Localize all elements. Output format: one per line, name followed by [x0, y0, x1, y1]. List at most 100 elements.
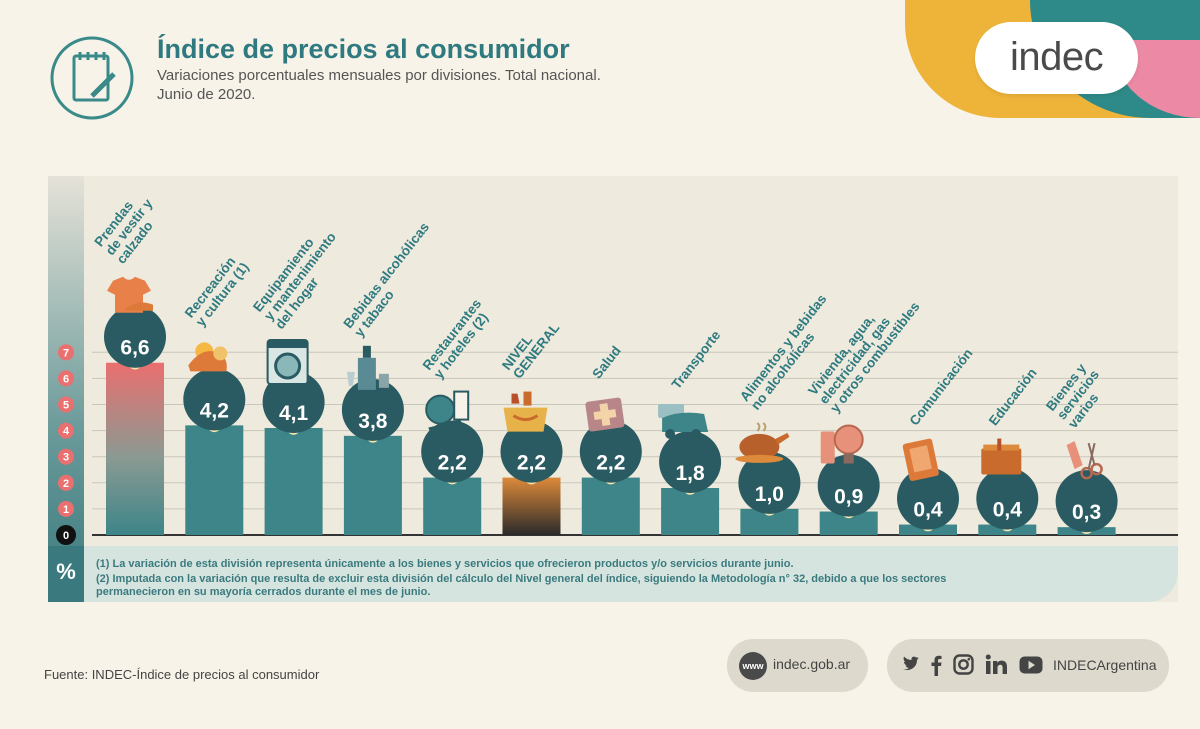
machine-door: [274, 352, 302, 380]
cross-h: [593, 409, 617, 421]
percent-unit-label: %: [48, 546, 84, 602]
scissors-ring: [1090, 462, 1103, 476]
bar: [264, 427, 323, 535]
linkedin-icon[interactable]: [985, 654, 1009, 675]
value-bubble: [817, 454, 880, 517]
tshirt-icon: [107, 276, 153, 313]
steam-shape: [756, 422, 767, 432]
page-title: Índice de precios al consumidor: [157, 34, 570, 64]
category-label: Comunicación: [907, 346, 976, 429]
website-link[interactable]: www indec.gob.ar: [727, 639, 868, 692]
hat-shape: [213, 346, 228, 361]
social-handle: INDECArgentina: [1053, 657, 1157, 673]
category-label-line: Bebidas alcohólicas: [340, 220, 432, 332]
value-bubble: [659, 431, 722, 494]
bar: [661, 488, 720, 535]
book-cover: [981, 448, 1022, 475]
category-label: Recreacióny cultura (1): [182, 251, 252, 329]
shoe-shape: [125, 302, 153, 311]
value-bubble: [341, 378, 404, 441]
bar: [106, 362, 164, 535]
y-tick-dot: [58, 500, 74, 517]
y-tick-dot: [58, 474, 74, 491]
value-bubble: [976, 467, 1039, 530]
bulb-icon: [820, 424, 864, 464]
y-tick-label: 7: [63, 347, 69, 359]
category-label: NIVELGENERAL: [499, 312, 562, 382]
instagram-icon[interactable]: [953, 654, 974, 675]
glass-shape: [346, 371, 355, 386]
y-tick-label: 2: [63, 478, 69, 490]
pipe-shape: [820, 431, 835, 464]
indec-logo: indec: [975, 22, 1138, 94]
value-label: 0,4: [913, 499, 943, 522]
category-label-line: Comunicación: [907, 346, 976, 429]
bar: [502, 477, 561, 535]
facebook-icon[interactable]: [929, 654, 943, 676]
bar: [343, 435, 402, 535]
category-label: Bebidas alcohólicasy tabaco: [340, 220, 443, 340]
value-label: 2,2: [438, 452, 467, 475]
book-icon: [981, 438, 1022, 475]
plane-shape: [428, 419, 463, 432]
value-bubble: [738, 451, 801, 514]
phone-screen: [909, 445, 932, 473]
value-label: 0,4: [993, 499, 1023, 522]
wheel: [691, 429, 702, 440]
value-label: 4,1: [279, 402, 309, 425]
subtitle-line1: Variaciones porcentuales mensuales por d…: [157, 67, 601, 84]
chicken-body: [739, 433, 780, 460]
bottle-icon: [346, 345, 389, 390]
category-label: Bienes yserviciosvarios: [1043, 358, 1113, 431]
scissors-ring: [1080, 466, 1093, 480]
door-tag: [453, 390, 470, 421]
category-label: Restaurantesy hoteles (2): [420, 296, 496, 381]
y-tick-label: 5: [63, 400, 69, 412]
hotel-icon: [425, 390, 470, 432]
value-label: 1,8: [675, 462, 705, 485]
notes-box: (1) La variación de esta división repres…: [48, 546, 1178, 602]
y-tick-label: 0: [63, 530, 69, 542]
shopping-bag-icon: [503, 391, 548, 432]
category-label-line: Salud: [589, 343, 623, 381]
value-label: 0,3: [1072, 501, 1101, 524]
scissors-blades: [1087, 442, 1096, 470]
website-text: indec.gob.ar: [773, 656, 851, 672]
bulb-base: [843, 453, 854, 464]
value-bubble: [104, 305, 166, 368]
value-bubble: [579, 420, 642, 483]
note-2a: (2) Imputada con la variación que result…: [96, 573, 947, 585]
twitter-icon[interactable]: [901, 654, 921, 674]
value-label: 3,8: [358, 410, 388, 433]
chicken-leg: [775, 432, 790, 445]
phone-icon: [902, 438, 939, 481]
value-label: 1,0: [755, 483, 784, 506]
item-shape: [511, 393, 520, 404]
note-2b: permanecieron en su mayoría cerrados dur…: [96, 586, 431, 598]
value-bubble: [897, 467, 959, 530]
note-1: (1) La variación de esta división repres…: [96, 558, 794, 570]
youtube-icon[interactable]: [1019, 656, 1043, 674]
y-tick-dot: [58, 422, 74, 439]
bottle-neck: [362, 345, 371, 358]
y-tick-label: 1: [63, 504, 69, 516]
category-label: Equipamientoy mantenimientodel hogar: [250, 221, 350, 332]
bottle-body: [357, 357, 376, 390]
machine-panel: [267, 339, 308, 348]
bar: [819, 511, 878, 535]
value-label: 2,2: [596, 452, 625, 475]
y-tick-label: 4: [63, 426, 70, 438]
category-label: Salud: [589, 343, 623, 381]
value-bubble: [500, 420, 563, 483]
www-icon: www: [739, 652, 767, 680]
value-label: 6,6: [120, 337, 149, 360]
comb-scissors-icon: [1066, 441, 1103, 480]
source-text: Fuente: INDEC-Índice de precios al consu…: [44, 667, 320, 682]
plate-shape: [735, 454, 784, 463]
value-label: 0,9: [834, 486, 863, 509]
subtitle-line2: Junio de 2020.: [157, 86, 256, 103]
bar: [581, 477, 640, 535]
item-shape-2: [523, 391, 532, 406]
